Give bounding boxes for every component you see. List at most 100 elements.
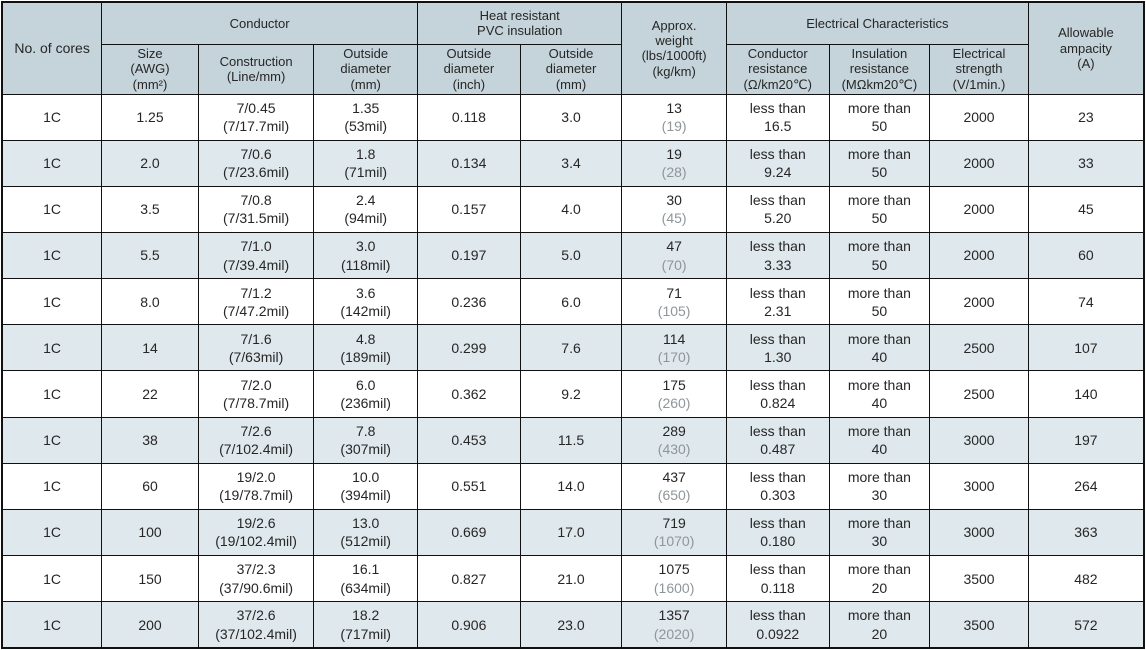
table-header: No. of cores Conductor Heat resistant PV…	[1, 1, 1145, 95]
cell-allowable-ampacity: 264	[1027, 462, 1145, 510]
cell-conductor-outside-diameter: 4.8 (189mil)	[313, 324, 419, 372]
table-row: 1C 2.0 7/0.6 (7/23.6mil) 1.8 (71mil) 0.1…	[1, 139, 1145, 187]
weight-lbs-value: 1075	[658, 561, 690, 578]
cell-construction: 7/0.8 (7/31.5mil)	[197, 185, 315, 233]
table-row: 1C 100 19/2.6 (19/102.4mil) 13.0 (512mil…	[1, 508, 1145, 557]
cell-size: 22	[101, 370, 199, 418]
table-row: 1C 60 19/2.0 (19/78.7mil) 10.0 (394mil) …	[1, 462, 1145, 510]
cell-pvc-od-mm: 14.0	[519, 462, 623, 510]
cell-construction: 37/2.3 (37/90.6mil)	[197, 555, 315, 603]
cell-insulation-resistance: more than 50	[828, 139, 931, 187]
cell-no-of-cores: 1C	[1, 555, 103, 603]
cell-approx-weight: 437 (650)	[621, 462, 727, 510]
cell-electrical-strength: 2000	[929, 231, 1029, 280]
cell-insulation-resistance: more than 50	[828, 278, 931, 326]
cell-conductor-outside-diameter: 18.2 (717mil)	[313, 601, 419, 649]
col-header-insulation-resistance: Insulation resistance (MΩkm20℃)	[828, 43, 931, 95]
cell-no-of-cores: 1C	[1, 324, 103, 372]
col-header-allowable-ampacity: Allowable ampacity (A)	[1027, 1, 1145, 95]
table-row: 1C 8.0 7/1.2 (7/47.2mil) 3.6 (142mil) 0.…	[1, 278, 1145, 326]
weight-lbs-value: 19	[666, 146, 682, 163]
cell-conductor-outside-diameter: 6.0 (236mil)	[313, 370, 419, 418]
cell-electrical-strength: 2000	[929, 93, 1029, 141]
cell-no-of-cores: 1C	[1, 139, 103, 187]
cell-pvc-od-inch: 0.827	[417, 555, 521, 603]
cell-conductor-resistance: less than 2.31	[725, 278, 830, 326]
cell-pvc-od-mm: 5.0	[519, 231, 623, 280]
cell-approx-weight: 71 (105)	[621, 278, 727, 326]
cell-no-of-cores: 1C	[1, 462, 103, 510]
col-header-pvc-od-mm: Outside diameter (mm)	[519, 43, 623, 95]
cell-pvc-od-inch: 0.299	[417, 324, 521, 372]
cell-allowable-ampacity: 140	[1027, 370, 1145, 418]
cell-conductor-outside-diameter: 7.8 (307mil)	[313, 416, 419, 464]
cell-approx-weight: 13 (19)	[621, 93, 727, 141]
weight-lbs-value: 175	[662, 376, 686, 393]
cell-conductor-resistance: less than 0.487	[725, 416, 830, 464]
cell-electrical-strength: 3500	[929, 555, 1029, 603]
header-sub-row: Size (AWG) (mm²) Construction (Line/mm) …	[2, 43, 1144, 95]
col-group-conductor: Conductor	[101, 1, 419, 45]
cell-conductor-outside-diameter: 3.6 (142mil)	[313, 278, 419, 326]
cell-no-of-cores: 1C	[1, 278, 103, 326]
col-header-no-of-cores: No. of cores	[1, 1, 103, 95]
cell-insulation-resistance: more than 50	[828, 231, 931, 280]
cell-construction: 7/1.2 (7/47.2mil)	[197, 278, 315, 326]
table-row: 1C 5.5 7/1.0 (7/39.4mil) 3.0 (118mil) 0.…	[1, 231, 1145, 280]
cell-construction: 7/2.0 (7/78.7mil)	[197, 370, 315, 418]
cell-pvc-od-inch: 0.551	[417, 462, 521, 510]
cell-construction: 19/2.6 (19/102.4mil)	[197, 508, 315, 557]
weight-lbs-value: 114	[662, 330, 686, 347]
cell-electrical-strength: 2000	[929, 185, 1029, 233]
weight-lbs-value: 1357	[658, 607, 690, 624]
cell-approx-weight: 289 (430)	[621, 416, 727, 464]
cell-conductor-outside-diameter: 1.8 (71mil)	[313, 139, 419, 187]
weight-lbs-value: 47	[666, 238, 682, 255]
cell-pvc-od-mm: 7.6	[519, 324, 623, 372]
table-row: 1C 14 7/1.6 (7/63mil) 4.8 (189mil) 0.299…	[1, 324, 1145, 372]
cell-size: 200	[101, 601, 199, 649]
weight-kg-value: (105)	[657, 302, 691, 319]
cell-conductor-outside-diameter: 3.0 (118mil)	[313, 231, 419, 280]
cell-pvc-od-mm: 4.0	[519, 185, 623, 233]
cell-size: 1.25	[101, 93, 199, 141]
cell-insulation-resistance: more than 50	[828, 93, 931, 141]
cell-no-of-cores: 1C	[1, 370, 103, 418]
cell-no-of-cores: 1C	[1, 508, 103, 557]
cell-allowable-ampacity: 197	[1027, 416, 1145, 464]
cell-pvc-od-mm: 21.0	[519, 555, 623, 603]
cell-insulation-resistance: more than 40	[828, 416, 931, 464]
cell-conductor-resistance: less than 0.0922	[725, 601, 830, 649]
weight-kg-value: (170)	[657, 348, 691, 365]
cell-pvc-od-inch: 0.669	[417, 508, 521, 557]
cell-construction: 7/0.6 (7/23.6mil)	[197, 139, 315, 187]
col-header-construction: Construction (Line/mm)	[197, 43, 315, 95]
cell-conductor-resistance: less than 9.24	[725, 139, 830, 187]
weight-lbs-value: 30	[666, 192, 682, 209]
cell-allowable-ampacity: 363	[1027, 508, 1145, 557]
weight-kg-value: (28)	[661, 164, 687, 181]
cell-pvc-od-mm: 11.5	[519, 416, 623, 464]
weight-lbs-value: 13	[666, 99, 682, 116]
cell-approx-weight: 1075 (1600)	[621, 555, 727, 603]
cell-approx-weight: 30 (45)	[621, 185, 727, 233]
cell-pvc-od-inch: 0.118	[417, 93, 521, 141]
cell-electrical-strength: 2500	[929, 370, 1029, 418]
weight-kg-value: (70)	[661, 256, 687, 273]
cell-pvc-od-inch: 0.157	[417, 185, 521, 233]
weight-kg-value: (430)	[657, 441, 691, 458]
header-group-row: No. of cores Conductor Heat resistant PV…	[1, 1, 1145, 95]
table-row: 1C 200 37/2.6 (37/102.4mil) 18.2 (717mil…	[1, 601, 1145, 649]
cell-conductor-resistance: less than 0.303	[725, 462, 830, 510]
cell-conductor-outside-diameter: 10.0 (394mil)	[313, 462, 419, 510]
cell-pvc-od-mm: 9.2	[519, 370, 623, 418]
cell-pvc-od-inch: 0.236	[417, 278, 521, 326]
col-header-size: Size (AWG) (mm²)	[101, 43, 199, 95]
cell-electrical-strength: 2000	[929, 139, 1029, 187]
cell-size: 38	[101, 416, 199, 464]
cell-electrical-strength: 3000	[929, 508, 1029, 557]
cell-no-of-cores: 1C	[1, 93, 103, 141]
table-row: 1C 150 37/2.3 (37/90.6mil) 16.1 (634mil)…	[1, 555, 1145, 603]
cell-pvc-od-inch: 0.906	[417, 601, 521, 649]
